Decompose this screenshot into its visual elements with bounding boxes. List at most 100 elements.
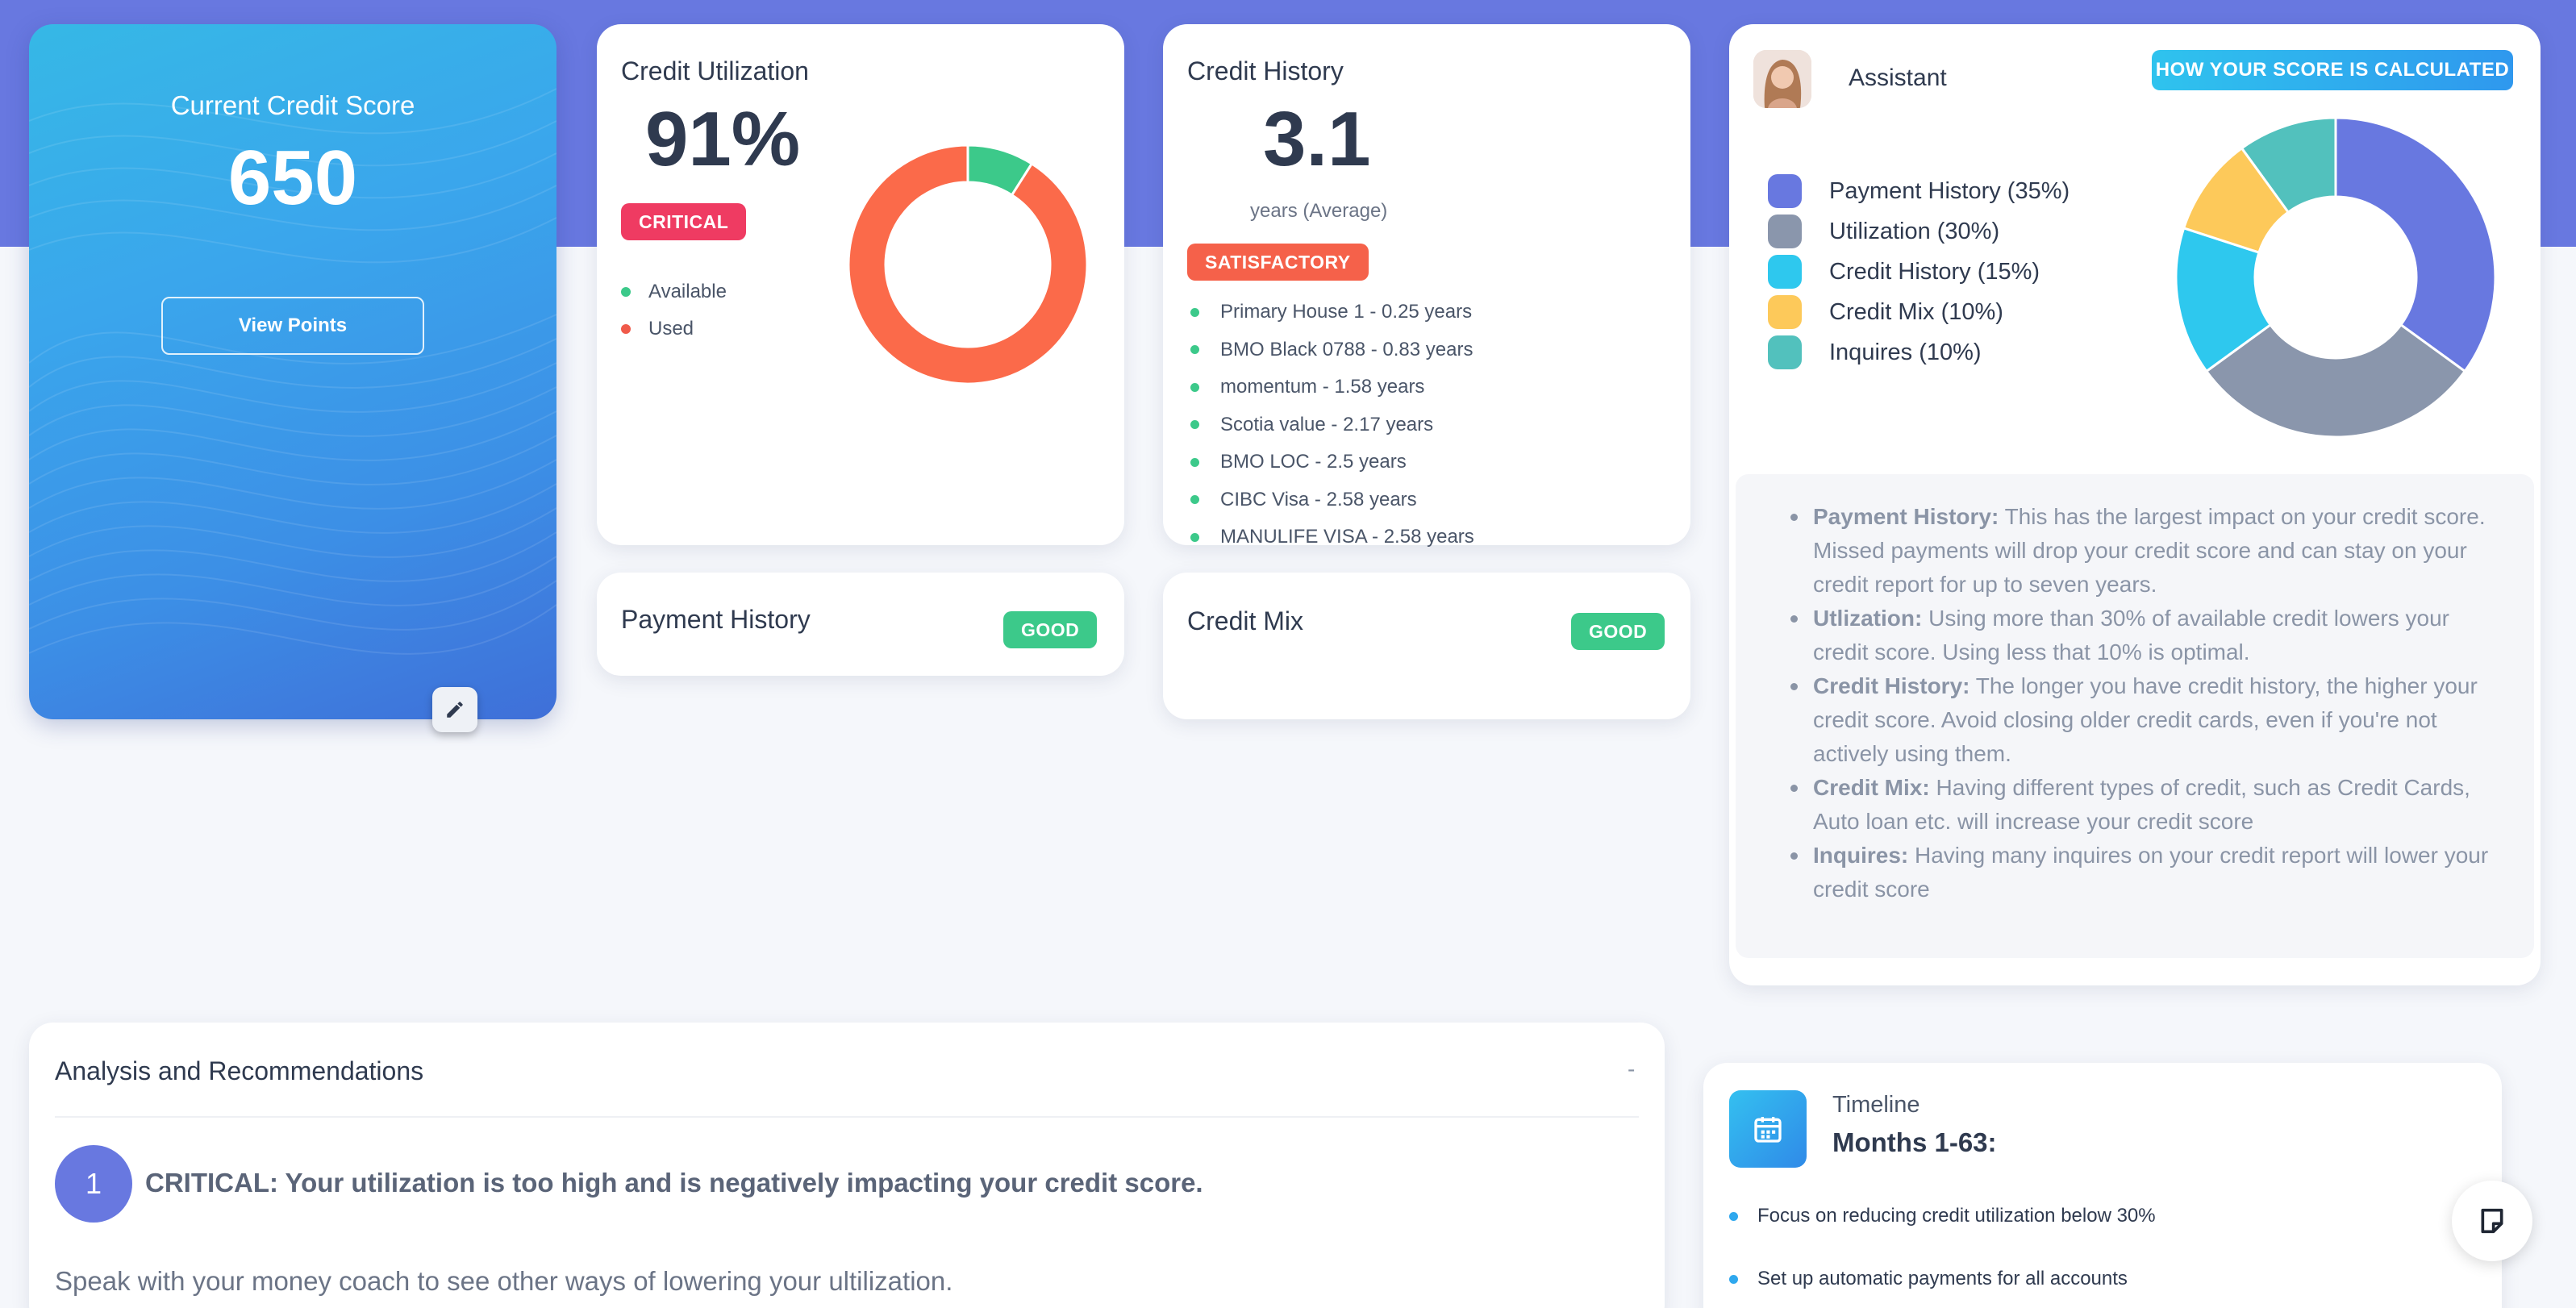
list-item: Scotia value - 2.17 years: [1190, 406, 1474, 444]
available-dot: [621, 287, 631, 297]
swatch: [1768, 174, 1802, 208]
list-item: Primary House 1 - 0.25 years: [1190, 294, 1474, 331]
collapse-button[interactable]: -: [1628, 1056, 1636, 1081]
factor-credit-history: Credit History (15%): [1768, 255, 2040, 289]
payment-history-status-badge: GOOD: [1003, 611, 1098, 648]
score-breakdown-donut-chart: [2174, 116, 2497, 439]
list-item: MANULIFE VISA - 2.58 years: [1190, 519, 1474, 556]
list-item: Inquires: Having many inquires on your c…: [1790, 839, 2507, 906]
bullet-dot: [1729, 1274, 1738, 1284]
credit-score-card: Current Credit Score 650 View Points: [29, 24, 556, 719]
list-item: Utlization: Using more than 30% of avail…: [1790, 602, 2507, 669]
factor-inquires: Inquires (10%): [1768, 335, 1982, 369]
list-item: momentum - 1.58 years: [1190, 369, 1474, 406]
utilization-slice-used: [847, 144, 1089, 385]
explanation-text: Using more than 30% of available credit …: [1813, 606, 2449, 664]
account-label: BMO Black 0788 - 0.83 years: [1220, 338, 1473, 360]
swatch: [1768, 295, 1802, 329]
explanation-text: The longer you have credit history, the …: [1813, 673, 2478, 766]
timeline-card: [1703, 1063, 2502, 1308]
factor-label: Credit History (15%): [1829, 258, 2040, 285]
credit-history-accounts: Primary House 1 - 0.25 years BMO Black 0…: [1190, 294, 1474, 556]
credit-history-title: Credit History: [1187, 56, 1344, 85]
divider: [55, 1116, 1639, 1118]
timeline-item: Focus on reducing credit utilization bel…: [1729, 1205, 2156, 1227]
factor-label: Utilization (30%): [1829, 218, 2000, 244]
account-label: MANULIFE VISA - 2.58 years: [1220, 526, 1474, 548]
explanation-term: Payment History:: [1813, 504, 1999, 529]
used-dot: [621, 324, 631, 334]
swatch: [1768, 335, 1802, 369]
bullet-dot: [1190, 457, 1199, 467]
bullet-dot: [1190, 382, 1199, 392]
credit-history-status-badge: SATISFACTORY: [1187, 244, 1369, 281]
credit-mix-status-badge: GOOD: [1571, 613, 1665, 650]
factor-payment-history: Payment History (35%): [1768, 174, 2070, 208]
analysis-card: [29, 1023, 1665, 1308]
list-item: Credit History: The longer you have cred…: [1790, 669, 2507, 771]
utilization-donut-chart: [847, 144, 1089, 385]
view-points-button[interactable]: View Points: [161, 297, 424, 355]
bullet-dot: [1190, 307, 1199, 317]
timeline-item: Set up automatic payments for all accoun…: [1729, 1268, 2128, 1290]
pencil-icon: [447, 702, 463, 718]
calendar-glyph: [1754, 1117, 1782, 1143]
legend-used: Used: [621, 318, 694, 340]
timeline-range: Months 1-63:: [1832, 1127, 1997, 1157]
bullet-dot: [1190, 345, 1199, 355]
list-item: BMO Black 0788 - 0.83 years: [1190, 331, 1474, 369]
notes-button[interactable]: [2452, 1181, 2532, 1261]
swatch: [1768, 215, 1802, 248]
legend-available-label: Available: [648, 281, 727, 302]
list-item: BMO LOC - 2.5 years: [1190, 444, 1474, 481]
timeline-item-text: Focus on reducing credit utilization bel…: [1757, 1205, 2156, 1227]
explanation-text: This has the largest impact on your cred…: [1813, 504, 2486, 597]
factor-label: Payment History (35%): [1829, 177, 2070, 204]
list-item: Credit Mix: Having different types of cr…: [1790, 771, 2507, 839]
utilization-status-badge: CRITICAL: [621, 203, 747, 240]
legend-used-label: Used: [648, 318, 694, 339]
explanation-term: Credit History:: [1813, 673, 1970, 698]
edit-button[interactable]: [432, 687, 477, 732]
avatar-image: [1753, 50, 1811, 108]
score-factor-slice-inquires: [2240, 116, 2337, 215]
factor-label: Credit Mix (10%): [1829, 298, 2003, 325]
calendar-icon: [1729, 1090, 1807, 1168]
step-number: 1: [55, 1145, 132, 1223]
explanation-list: Payment History: This has the largest im…: [1790, 500, 2507, 906]
timeline-item-text: Set up automatic payments for all accoun…: [1757, 1268, 2128, 1289]
explanation-term: Utlization:: [1813, 606, 1923, 631]
credit-mix-title: Credit Mix: [1187, 606, 1304, 635]
explanation-term: Inquires:: [1813, 843, 1909, 868]
list-item: CIBC Visa - 2.58 years: [1190, 481, 1474, 519]
payment-history-title: Payment History: [621, 605, 811, 634]
analysis-title: Analysis and Recommendations: [55, 1056, 424, 1085]
explanation-box: [1736, 474, 2534, 958]
recommendation-text: Speak with your money coach to see other…: [55, 1266, 953, 1296]
account-label: BMO LOC - 2.5 years: [1220, 451, 1407, 473]
credit-utilization-title: Credit Utilization: [621, 56, 809, 85]
account-label: momentum - 1.58 years: [1220, 376, 1425, 398]
list-item: Payment History: This has the largest im…: [1790, 500, 2507, 602]
bullet-dot: [1729, 1211, 1738, 1221]
utilization-percent: 91%: [645, 96, 801, 182]
account-label: Primary House 1 - 0.25 years: [1220, 301, 1473, 323]
bullet-dot: [1190, 532, 1199, 542]
account-label: CIBC Visa - 2.58 years: [1220, 488, 1417, 510]
assistant-title: Assistant: [1849, 65, 1947, 91]
factor-utilization: Utilization (30%): [1768, 215, 1999, 248]
timeline-label: Timeline: [1832, 1092, 1920, 1118]
explanation-term: Credit Mix:: [1813, 775, 1930, 800]
credit-history-unit: years (Average): [1250, 200, 1388, 222]
factor-label: Inquires (10%): [1829, 339, 1982, 365]
legend-available: Available: [621, 281, 727, 303]
credit-history-value: 3.1: [1263, 96, 1371, 182]
score-factor-slice-payment-history: [2334, 116, 2497, 373]
how-score-calculated-button[interactable]: HOW YOUR SCORE IS CALCULATED: [2152, 50, 2513, 90]
score-factor-slice-utilization: [2204, 323, 2467, 439]
explanation-text: Having many inquires on your credit repo…: [1813, 843, 2489, 902]
note-icon: [2481, 1208, 2503, 1234]
recommendation-heading: CRITICAL: Your utilization is too high a…: [145, 1168, 1203, 1198]
bullet-dot: [1190, 420, 1199, 430]
credit-score-value: 650: [227, 135, 358, 221]
